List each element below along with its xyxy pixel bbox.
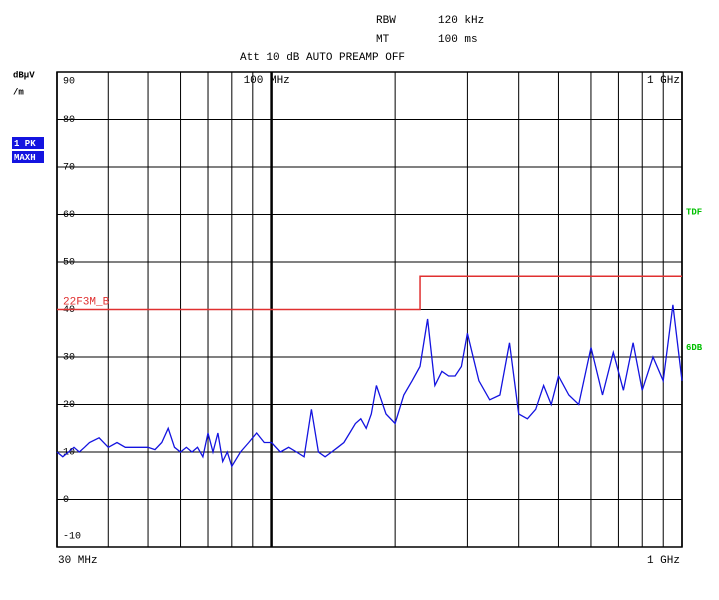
y-tick-label: 60 [63,210,75,221]
y-tick-label: 80 [63,115,75,126]
x-tick-label: 1 GHz [647,555,680,567]
y-tick-label: 50 [63,258,75,269]
x-tick-label: 100 MHz [244,75,290,87]
y-unit: dBµV [13,70,35,80]
y-tick-label: 30 [63,353,75,364]
settings: Att 10 dB AUTO PREAMP OFF [240,52,405,64]
trace-label: 1 PK [14,139,36,149]
x-tick-label: 1 GHz [647,75,680,87]
rbw-value: 120 kHz [438,15,484,27]
trace-badge [12,137,44,149]
y-tick-label: 20 [63,400,75,411]
annotation: TDF [686,208,702,218]
y-tick-label: 10 [63,448,75,459]
limit-line [57,275,682,311]
trace-label: MAXH [14,153,36,163]
annotation: 6DB [686,343,703,353]
y-tick-label: -10 [63,532,81,543]
mt-label: MT [376,34,390,46]
trace [56,304,683,468]
y-tick-label: 0 [63,495,69,506]
y-tick-label: 90 [63,77,75,88]
y-tick-label: 40 [63,305,75,316]
rbw-label: RBW [376,15,396,27]
trace-badge [12,151,44,163]
limit-label: 22F3M_B [63,296,110,308]
y-unit: /m [13,87,24,97]
mt-value: 100 ms [438,34,478,46]
x-tick-label: 30 MHz [58,555,98,567]
y-tick-label: 70 [63,163,75,174]
